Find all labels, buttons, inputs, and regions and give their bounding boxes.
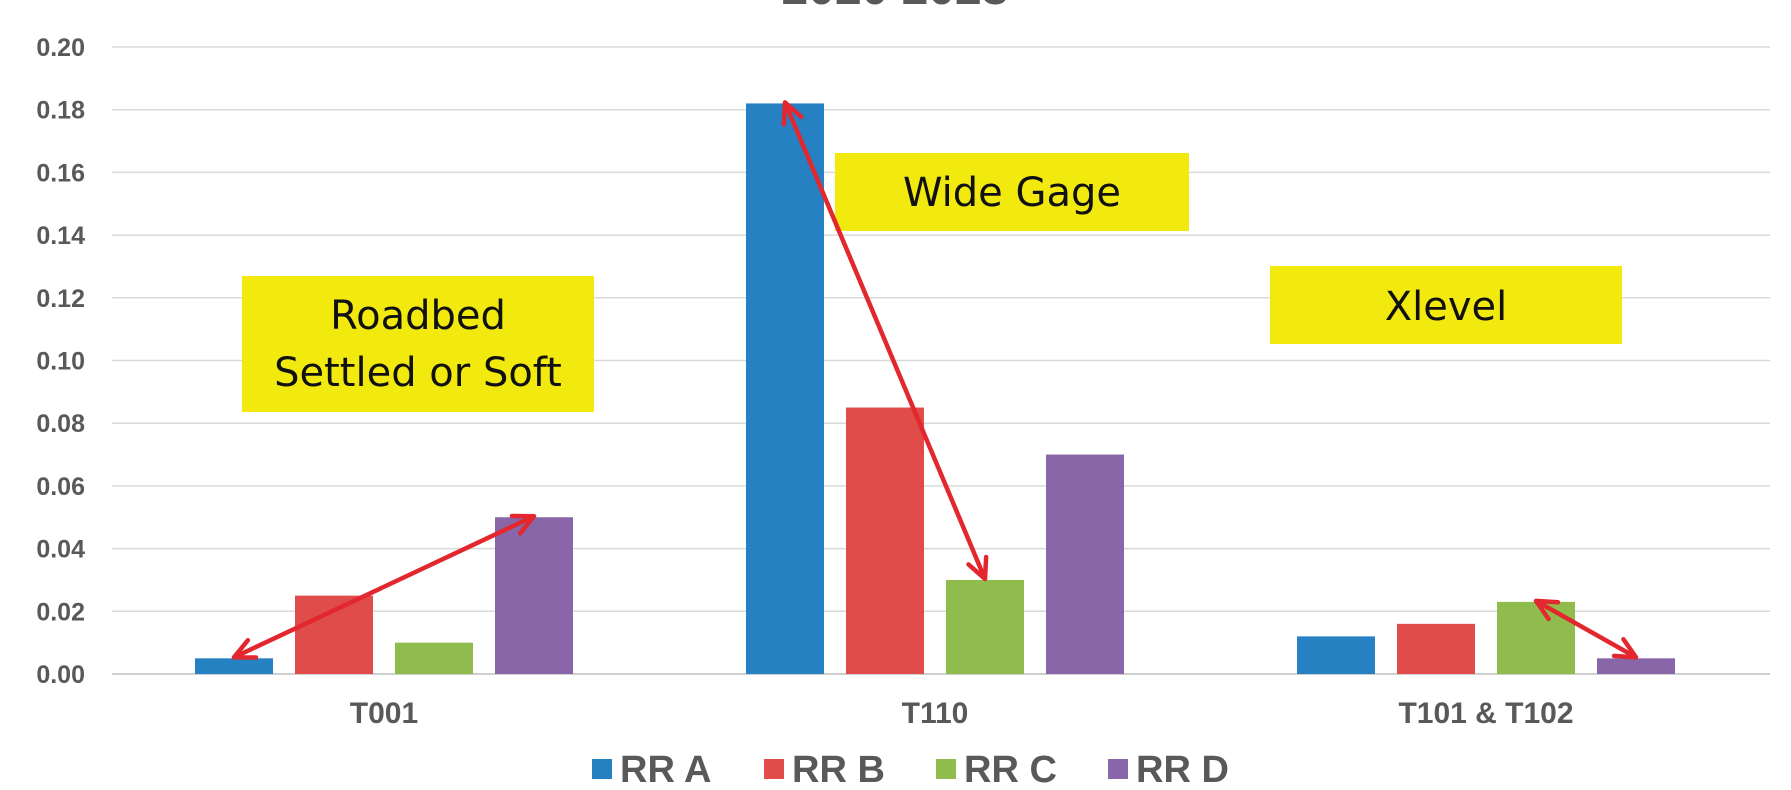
callout-box bbox=[242, 276, 594, 412]
bar-rr-b-t110 bbox=[846, 407, 924, 674]
bar-rr-a-t001 bbox=[195, 658, 273, 674]
arrow-line bbox=[782, 101, 988, 580]
legend-swatch bbox=[592, 759, 612, 779]
arrow-head bbox=[1611, 637, 1639, 660]
legend-item-rr-c: RR C bbox=[936, 749, 1057, 790]
callout-text: Xlevel bbox=[1385, 284, 1508, 330]
arrow-head bbox=[781, 100, 804, 127]
y-tick-label: 0.16 bbox=[36, 159, 85, 187]
callout-xlevel: Xlevel bbox=[1270, 266, 1622, 344]
x-category-label: T110 bbox=[902, 697, 969, 730]
y-tick-label: 0.00 bbox=[36, 661, 85, 689]
x-category-label: T101 & T102 bbox=[1398, 697, 1573, 730]
legend-label: RR D bbox=[1136, 749, 1229, 790]
bar-rr-d-t001 bbox=[495, 517, 573, 674]
arrow-roadbed bbox=[231, 513, 537, 660]
y-tick-label: 0.20 bbox=[36, 34, 85, 62]
y-tick-label: 0.10 bbox=[36, 348, 85, 376]
chart-title: 2020 2023 bbox=[782, 0, 1009, 15]
legend-swatch bbox=[1108, 759, 1128, 779]
bar-rr-b-t101-t102 bbox=[1397, 623, 1475, 674]
bar-rr-d-t110 bbox=[1046, 454, 1124, 674]
arrow-xlevel bbox=[1533, 598, 1639, 660]
legend-item-rr-d: RR D bbox=[1108, 749, 1229, 790]
bar-rr-d-t101-t102 bbox=[1597, 658, 1675, 674]
callout-text: Roadbed bbox=[330, 293, 506, 339]
legend-swatch bbox=[936, 759, 956, 779]
bar-rr-a-t110 bbox=[746, 103, 824, 675]
callout-text: Settled or Soft bbox=[274, 350, 562, 396]
arrow-wide-gage bbox=[781, 100, 989, 582]
bar-rr-c-t110 bbox=[946, 579, 1024, 674]
callout-roadbed: Roadbed Settled or Soft bbox=[242, 276, 594, 412]
y-tick-label: 0.06 bbox=[36, 473, 85, 501]
bar-rr-c-t101-t102 bbox=[1497, 601, 1575, 674]
callout-box bbox=[835, 153, 1189, 231]
arrow-head bbox=[1533, 598, 1561, 622]
arrow-line bbox=[233, 514, 535, 660]
y-tick-label: 0.04 bbox=[36, 536, 85, 564]
callout-box bbox=[1270, 266, 1622, 344]
x-category-label: T001 bbox=[350, 697, 418, 730]
callout-wide-gage: Wide Gage bbox=[835, 153, 1189, 231]
arrow-head bbox=[231, 637, 259, 660]
legend-label: RR B bbox=[792, 749, 885, 790]
callout-text: Wide Gage bbox=[903, 170, 1121, 216]
y-tick-label: 0.08 bbox=[36, 410, 85, 438]
y-tick-label: 0.12 bbox=[36, 285, 85, 313]
arrow-head bbox=[966, 554, 989, 582]
y-tick-label: 0.18 bbox=[36, 97, 85, 125]
bar-rr-a-t101-t102 bbox=[1297, 636, 1375, 674]
legend-item-rr-a: RR A bbox=[592, 749, 711, 790]
arrow-line bbox=[1534, 598, 1638, 660]
legend-swatch bbox=[764, 759, 784, 779]
legend-label: RR C bbox=[964, 749, 1057, 790]
arrow-head bbox=[509, 513, 537, 536]
y-tick-label: 0.02 bbox=[36, 598, 85, 626]
legend-item-rr-b: RR B bbox=[764, 749, 885, 790]
bar-rr-c-t001 bbox=[395, 642, 473, 674]
bar-rr-b-t001 bbox=[295, 595, 373, 674]
y-tick-label: 0.14 bbox=[36, 222, 85, 250]
legend-label: RR A bbox=[620, 749, 711, 790]
